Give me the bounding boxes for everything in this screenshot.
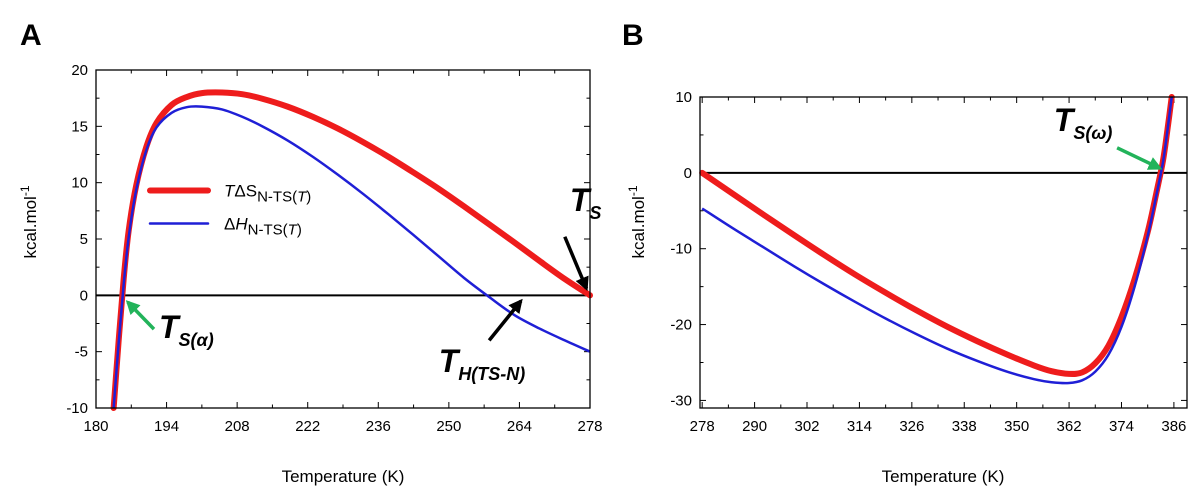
x-tick-label: 236 xyxy=(366,418,391,435)
panel-a-legend: TΔSN-TS(T)ΔHN-TS(T) xyxy=(147,182,311,239)
annotation-label: TH(TS-N) xyxy=(439,343,526,384)
y-tick-label: -10 xyxy=(66,400,88,417)
y-tick-label: 5 xyxy=(80,231,88,248)
x-tick-label: 350 xyxy=(1004,418,1029,435)
annotation-label: TS(ω) xyxy=(1054,102,1113,143)
y-tick-label: 0 xyxy=(684,165,692,182)
x-tick-label: 374 xyxy=(1109,418,1134,435)
y-tick-label: -10 xyxy=(670,241,692,258)
annotation-label: TS(α) xyxy=(159,309,214,350)
annotation-label-main: T xyxy=(439,343,461,379)
annotation-label: TS xyxy=(570,182,602,223)
panel-b-ylabel-sup: -1 xyxy=(626,185,640,196)
x-tick-label: 180 xyxy=(83,418,108,435)
annotation-arrow xyxy=(125,300,156,331)
y-tick-label: -30 xyxy=(670,392,692,409)
annotation-label-main: T xyxy=(159,309,181,345)
x-tick-label: 290 xyxy=(742,418,767,435)
x-tick-label: 338 xyxy=(952,418,977,435)
panel-a-plot-frame xyxy=(95,69,591,409)
y-tick-label: 15 xyxy=(71,118,88,135)
y-tick-label: 10 xyxy=(675,89,692,106)
panel-a-ylabel-sup: -1 xyxy=(18,185,32,196)
legend-label-part: ) xyxy=(297,222,302,239)
x-tick-label: 278 xyxy=(690,418,715,435)
legend-label-part: ) xyxy=(306,189,311,206)
legend-label-part: T xyxy=(224,182,236,201)
chart-panel-b: B 278 290 302 314 326 338 350 362 374 386 -30 -20 -1… xyxy=(622,19,1188,486)
panel-b-series-dh-line xyxy=(701,96,1173,385)
panel-b-annotations: TS(ω) xyxy=(1054,102,1163,170)
panel-b-plot-frame xyxy=(699,96,1188,409)
x-tick-label: 314 xyxy=(847,418,872,435)
y-tick-label: 10 xyxy=(71,175,88,192)
panel-b-ylabel-base: kcal.mol xyxy=(629,196,648,258)
annotation-arrow xyxy=(1116,146,1163,170)
x-tick-label: 278 xyxy=(577,418,602,435)
panel-a-ylabel-base: kcal.mol xyxy=(21,196,40,258)
x-tick-label: 326 xyxy=(899,418,924,435)
panel-b-xlabel: Temperature (K) xyxy=(882,467,1005,486)
legend-label-part: T xyxy=(288,222,299,239)
panel-b-ylabel: kcal.mol-1 xyxy=(626,185,648,258)
panel-a-series-tds-line xyxy=(110,89,593,411)
legend-label-part: N-TS( xyxy=(257,189,297,206)
panel-a-ylabel: kcal.mol-1 xyxy=(18,185,40,258)
annotation-label-main: T xyxy=(570,182,592,218)
x-tick-label: 208 xyxy=(225,418,250,435)
x-tick-label: 386 xyxy=(1161,418,1186,435)
y-tick-label: 0 xyxy=(80,287,88,304)
annotation-label-sub: S(ω) xyxy=(1073,123,1112,143)
annotation-label-main: T xyxy=(1054,102,1076,138)
panel-letter-a: A xyxy=(20,19,42,52)
x-tick-label: 194 xyxy=(154,418,179,435)
x-tick-label: 222 xyxy=(295,418,320,435)
x-tick-label: 362 xyxy=(1057,418,1082,435)
x-tick-label: 302 xyxy=(794,418,819,435)
chart-panel-a: A 180 194 208 222 236 250 264 278-10-505101520 … xyxy=(18,19,603,486)
panel-a-series-dh-line xyxy=(112,105,591,409)
annotation-arrow xyxy=(487,298,523,342)
panel-letter-b: B xyxy=(622,19,644,52)
legend-label-part: N-TS( xyxy=(248,222,288,239)
y-tick-label: 20 xyxy=(71,62,88,79)
annotation-label-sub: H(TS-N) xyxy=(458,364,525,384)
x-tick-label: 264 xyxy=(507,418,532,435)
legend-label-tds: TΔSN-TS(T) xyxy=(224,182,311,206)
annotation-label-sub: S(α) xyxy=(179,330,214,350)
annotation-label-sub: S xyxy=(589,203,601,223)
legend-label-dh: ΔHN-TS(T) xyxy=(224,215,302,239)
legend-label-part: Δ xyxy=(224,215,235,234)
legend-label-part: ΔS xyxy=(234,182,257,201)
annotation-arrow xyxy=(563,236,589,292)
y-tick-label: -20 xyxy=(670,317,692,334)
panel-a-xlabel: Temperature (K) xyxy=(282,467,405,486)
legend-label-part: H xyxy=(235,215,248,234)
x-tick-label: 250 xyxy=(436,418,461,435)
legend-label-part: T xyxy=(297,189,308,206)
y-tick-label: -5 xyxy=(75,344,88,361)
panel-a-ticks: 180 194 208 222 236 250 264 278 -10 -5 0 5 10 15 20 xyxy=(66,62,602,435)
